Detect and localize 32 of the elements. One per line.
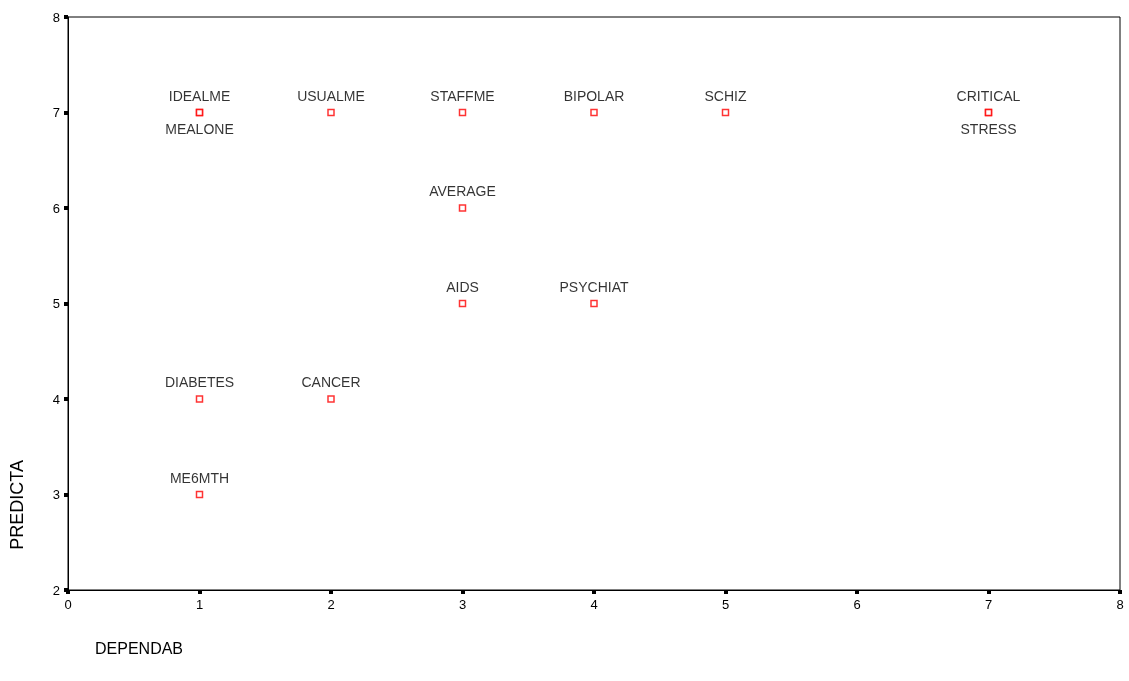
y-tick-label: 3 bbox=[52, 487, 60, 502]
y-tick-label: 7 bbox=[52, 105, 60, 120]
x-axis-title: DEPENDAB bbox=[95, 639, 184, 657]
data-label: CANCER bbox=[301, 374, 361, 391]
x-tick-label: 0 bbox=[64, 597, 72, 612]
y-tick-label: 5 bbox=[52, 296, 60, 311]
x-tick-label: 4 bbox=[590, 597, 598, 612]
y-tick-label: 4 bbox=[52, 391, 60, 407]
data-label: STAFFME bbox=[430, 87, 495, 104]
x-tick-label: 7 bbox=[984, 597, 993, 612]
data-label: BIPOLAR bbox=[563, 87, 625, 104]
y-tick-label: 2 bbox=[52, 582, 60, 598]
y-axis-title: PREDICTA bbox=[7, 459, 27, 550]
data-label: IDEALME bbox=[168, 87, 231, 104]
data-label: ME6MTH bbox=[169, 469, 230, 486]
data-label: CRITICAL bbox=[956, 87, 1021, 104]
data-label: DIABETES bbox=[164, 374, 235, 391]
x-tick-label: 5 bbox=[721, 597, 730, 612]
data-label: USUALME bbox=[297, 87, 365, 104]
data-label: AIDS bbox=[446, 278, 479, 295]
data-label: SCHIZ bbox=[704, 87, 747, 104]
data-label: AVERAGE bbox=[429, 183, 496, 200]
data-label: MEALONE bbox=[165, 121, 234, 138]
y-tick-label: 6 bbox=[52, 200, 60, 216]
x-tick-label: 8 bbox=[1116, 597, 1124, 612]
data-label: PSYCHIAT bbox=[559, 278, 629, 295]
y-tick-label: 8 bbox=[52, 9, 60, 25]
x-tick-label: 2 bbox=[327, 597, 335, 612]
x-tick-label: 1 bbox=[195, 597, 204, 612]
x-tick-label: 6 bbox=[853, 597, 861, 612]
x-tick-label: 3 bbox=[458, 597, 467, 612]
data-label: STRESS bbox=[960, 121, 1017, 138]
